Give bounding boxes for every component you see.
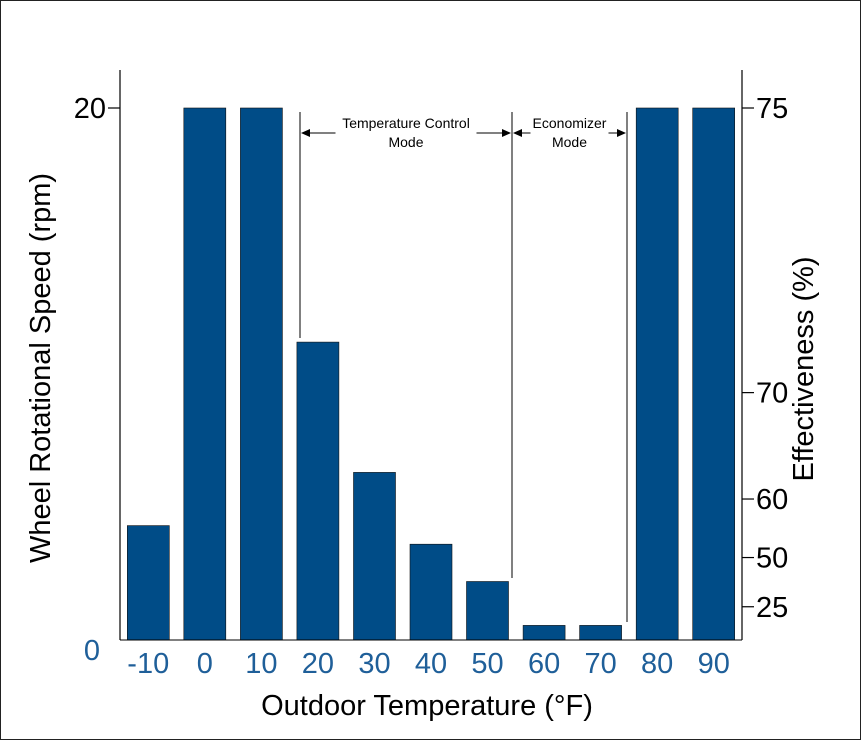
y-right-tick-label: 75 bbox=[756, 93, 788, 125]
y-axis-title-left: Wheel Rotational Speed (rpm) bbox=[25, 173, 57, 563]
bar-10 bbox=[240, 107, 283, 641]
x-tick-label: 70 bbox=[585, 648, 617, 680]
bar-50 bbox=[466, 581, 509, 641]
chart-labels: Outdoor Temperature (°F) Wheel Rotationa… bbox=[25, 173, 820, 722]
y-left-tick-label: 0 bbox=[84, 635, 100, 667]
bar-30 bbox=[353, 472, 396, 641]
x-tick-label: 20 bbox=[302, 648, 334, 680]
y-right-tick-label: 60 bbox=[756, 484, 788, 516]
annotation-text-economizer: Mode bbox=[552, 134, 587, 150]
annotation-arrowhead-left bbox=[513, 129, 522, 137]
annotation-arrowhead-right bbox=[502, 129, 511, 137]
bar-80 bbox=[635, 107, 679, 641]
x-tick-label: 40 bbox=[415, 648, 447, 680]
y-right-tick-label: 70 bbox=[756, 378, 788, 410]
bar-60 bbox=[522, 625, 566, 641]
chart-axes: 0 20 75 70 60 50 25 -10 0 10 20 30 40 50 60 70 80 90 bbox=[74, 70, 788, 680]
x-tick-label: 60 bbox=[528, 648, 560, 680]
x-tick-label: 30 bbox=[358, 648, 390, 680]
bar-70 bbox=[579, 625, 622, 641]
bar-series bbox=[127, 107, 736, 641]
x-tick-label: 90 bbox=[698, 648, 730, 680]
annotation-arrowhead-left bbox=[301, 129, 310, 137]
bar-90 bbox=[692, 107, 736, 641]
x-tick-label: -10 bbox=[127, 648, 169, 680]
annotation-arrowhead-right bbox=[617, 129, 626, 137]
x-axis-title: Outdoor Temperature (°F) bbox=[261, 690, 593, 722]
annotation-text-temp-control: Mode bbox=[388, 134, 423, 150]
bar--10 bbox=[127, 525, 170, 641]
y-right-tick-label: 50 bbox=[756, 543, 788, 575]
bar-20 bbox=[296, 341, 340, 641]
y-right-tick-label: 25 bbox=[756, 592, 788, 624]
annotation-text-temp-control: Temperature Control bbox=[342, 115, 470, 131]
x-tick-label: 10 bbox=[245, 648, 277, 680]
bar-0 bbox=[183, 107, 227, 641]
x-tick-label: 80 bbox=[641, 648, 673, 680]
bar-40 bbox=[409, 543, 453, 641]
y-left-tick-label: 20 bbox=[74, 93, 106, 125]
annotation-text-economizer: Economizer bbox=[533, 115, 607, 131]
mode-annotations: Temperature Control Mode Economizer Mode bbox=[299, 112, 628, 622]
y-axis-title-right: Effectiveness (%) bbox=[788, 256, 820, 481]
x-tick-label: 0 bbox=[197, 648, 213, 680]
x-tick-label: 50 bbox=[471, 648, 503, 680]
